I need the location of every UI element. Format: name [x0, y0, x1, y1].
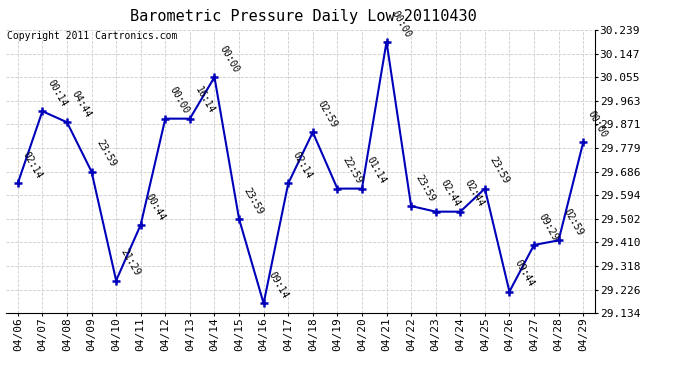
- Text: 09:29: 09:29: [537, 212, 560, 242]
- Text: 09:14: 09:14: [266, 270, 290, 301]
- Text: 02:14: 02:14: [21, 150, 44, 180]
- Text: 04:44: 04:44: [70, 89, 93, 120]
- Text: 09:44: 09:44: [512, 258, 535, 289]
- Text: 00:00: 00:00: [586, 109, 609, 140]
- Text: 02:44: 02:44: [463, 178, 486, 209]
- Text: 21:29: 21:29: [119, 248, 142, 278]
- Text: 00:00: 00:00: [168, 86, 191, 116]
- Text: 22:59: 22:59: [340, 155, 364, 186]
- Text: Barometric Pressure Daily Low 20110430: Barometric Pressure Daily Low 20110430: [130, 9, 477, 24]
- Text: 00:00: 00:00: [217, 44, 241, 74]
- Text: 23:59: 23:59: [95, 138, 118, 169]
- Text: 23:59: 23:59: [241, 186, 265, 216]
- Text: 00:14: 00:14: [45, 78, 68, 108]
- Text: 23:59: 23:59: [488, 155, 511, 186]
- Text: 16:14: 16:14: [193, 86, 216, 116]
- Text: Copyright 2011 Cartronics.com: Copyright 2011 Cartronics.com: [8, 32, 177, 41]
- Text: 02:44: 02:44: [438, 178, 462, 209]
- Text: 01:14: 01:14: [365, 155, 388, 186]
- Text: 00:00: 00:00: [389, 9, 413, 39]
- Text: 00:44: 00:44: [144, 192, 167, 222]
- Text: 02:59: 02:59: [562, 207, 584, 238]
- Text: 02:14: 02:14: [291, 150, 315, 181]
- Text: 02:59: 02:59: [315, 99, 339, 129]
- Text: 23:59: 23:59: [414, 173, 437, 203]
